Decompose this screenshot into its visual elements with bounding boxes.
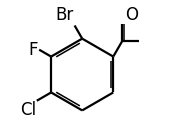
Text: F: F <box>29 41 38 59</box>
Text: Br: Br <box>56 6 74 24</box>
Text: Cl: Cl <box>20 101 36 119</box>
Text: O: O <box>125 6 138 24</box>
